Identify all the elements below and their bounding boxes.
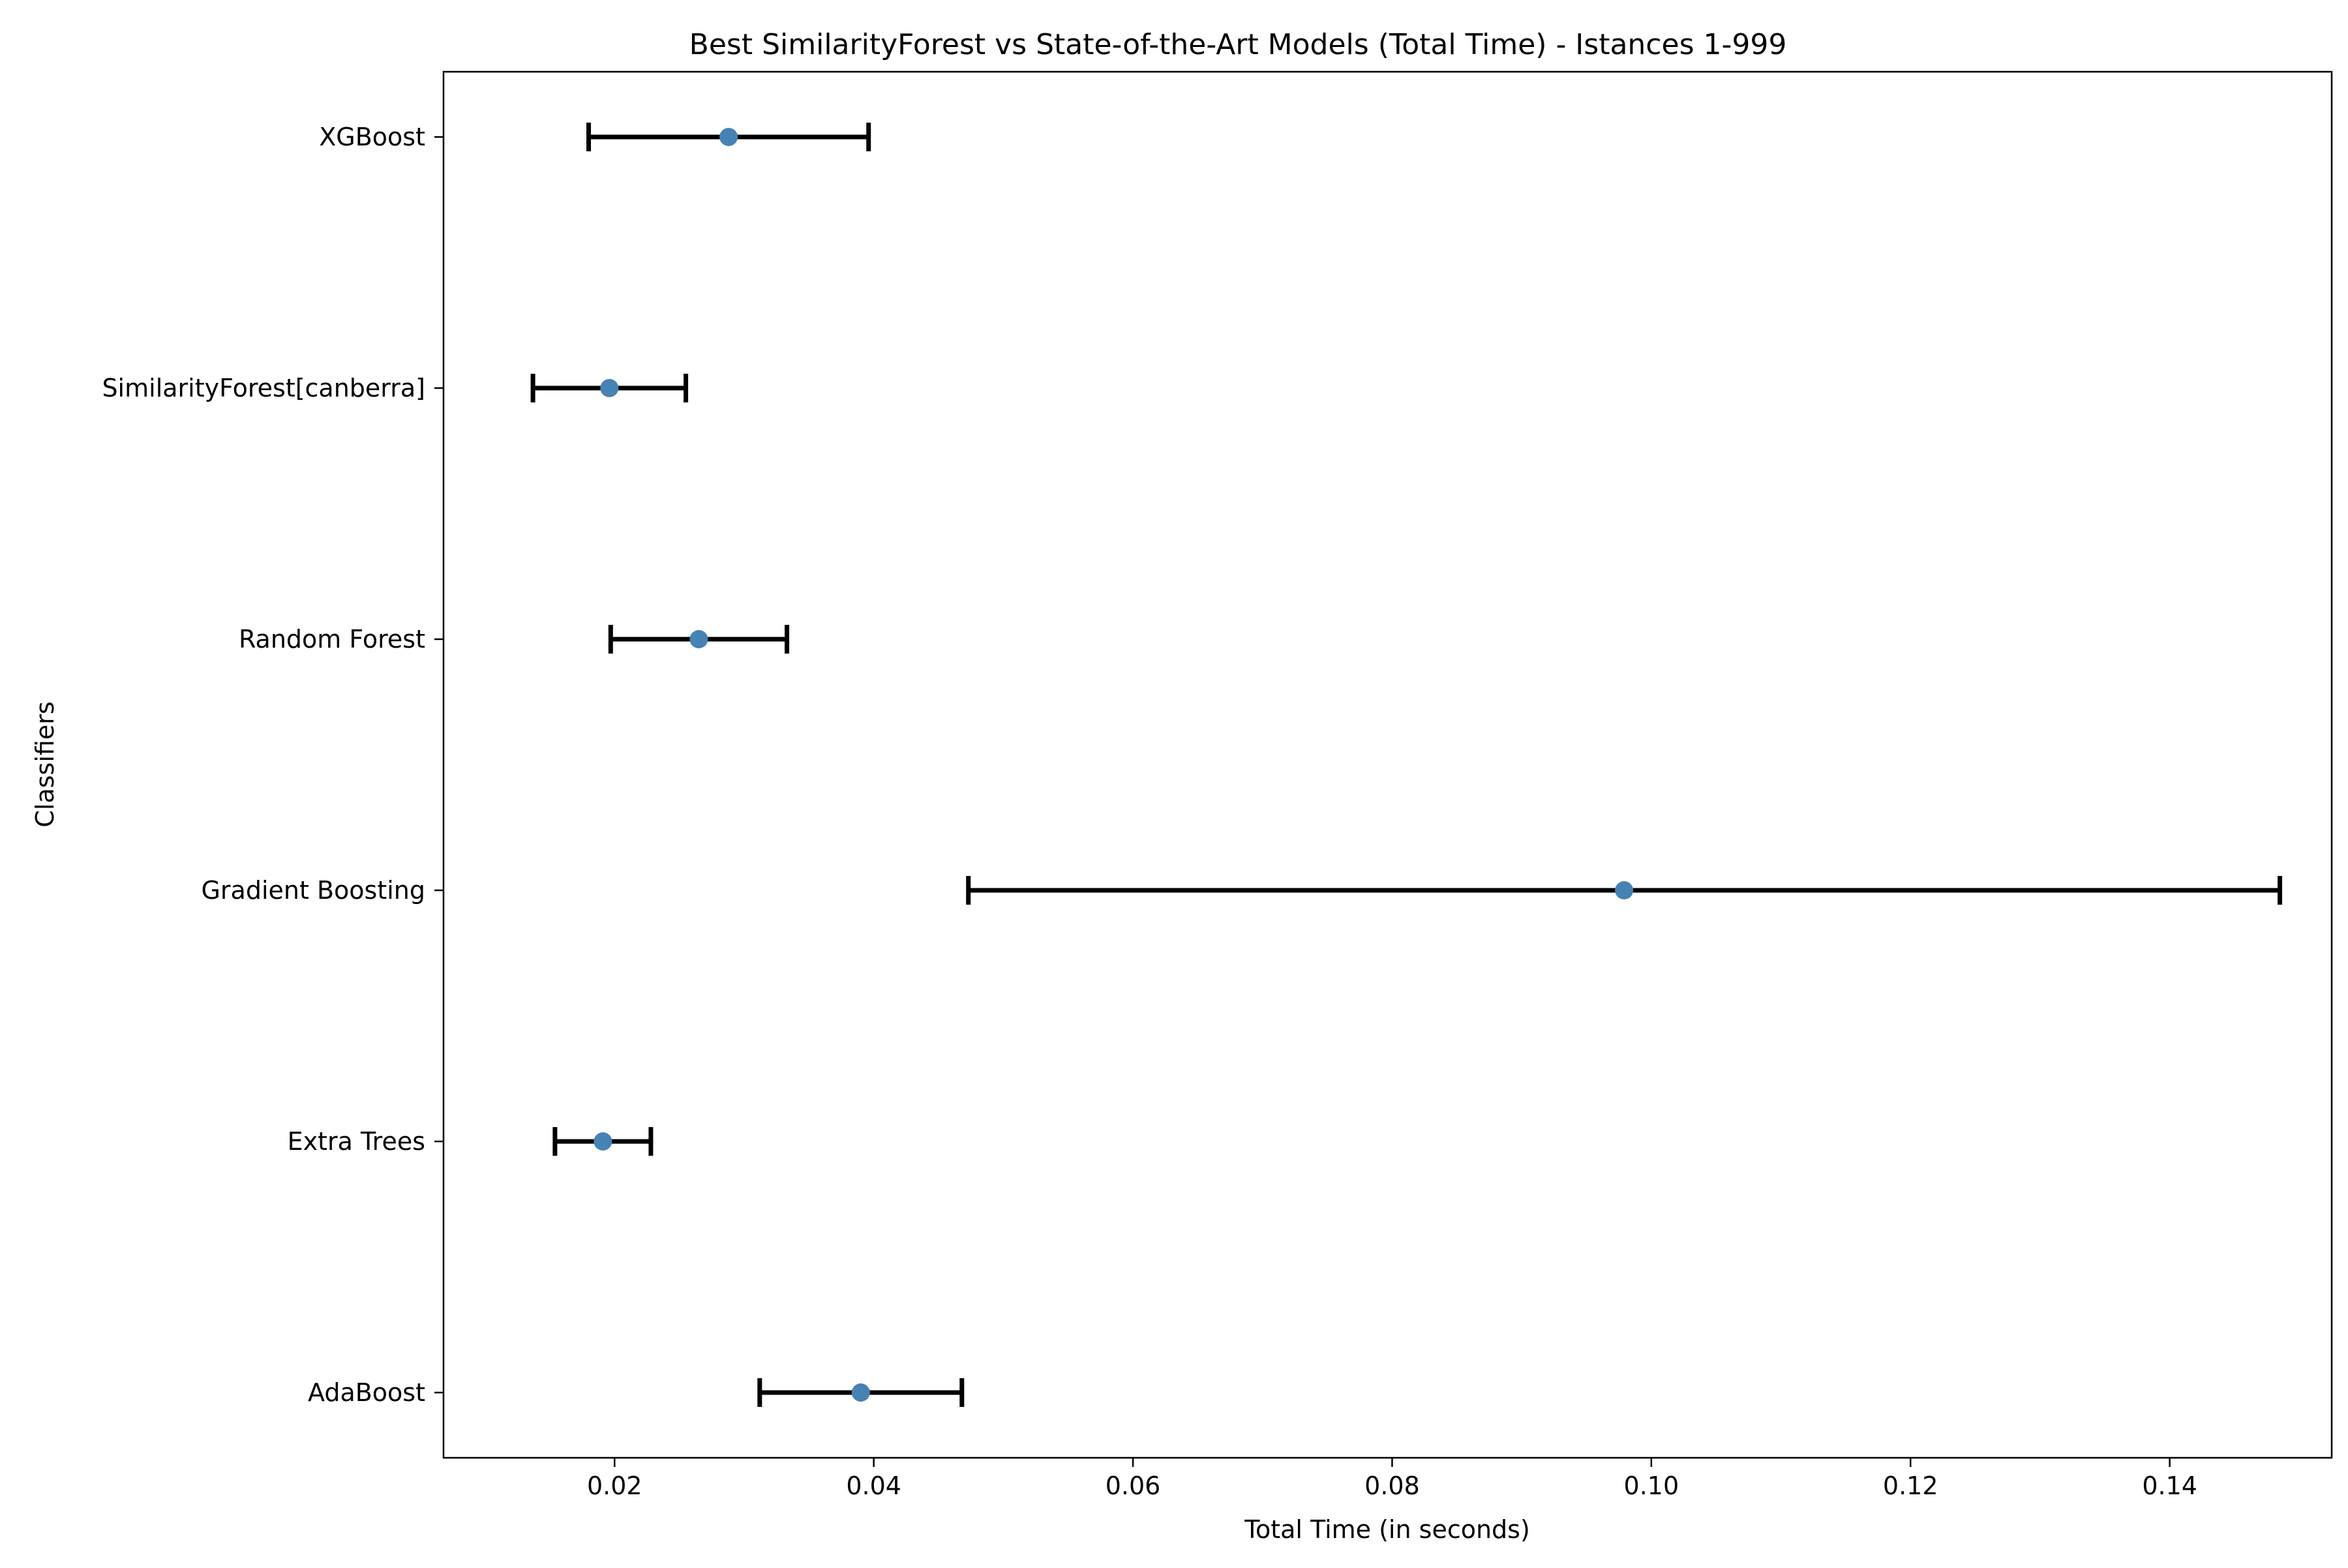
y-tick-label: Extra Trees bbox=[288, 1127, 425, 1156]
plot-area bbox=[530, 123, 2283, 1407]
y-axis-label: Classifiers bbox=[31, 701, 59, 827]
plot-frame bbox=[442, 70, 2333, 1459]
x-tick-label: 0.10 bbox=[1624, 1471, 1679, 1500]
errorbar-series-point bbox=[530, 374, 689, 402]
y-tick-label: XGBoost bbox=[319, 123, 425, 151]
errorbar-series-point bbox=[552, 1127, 654, 1156]
x-tick-label: 0.04 bbox=[846, 1471, 901, 1500]
data-point-marker bbox=[594, 1132, 612, 1151]
data-point-marker bbox=[719, 128, 738, 146]
errorbar-series-point bbox=[586, 123, 871, 151]
x-axis: 0.02 0.04 0.06 0.08 0.10 0.12 0.14 bbox=[587, 1458, 2197, 1500]
data-point-marker bbox=[600, 379, 619, 397]
errorbar-series-point bbox=[966, 876, 2283, 905]
y-axis: AdaBoost Extra Trees Gradient Boosting Rand… bbox=[102, 123, 444, 1407]
x-axis-label: Total Time (in seconds) bbox=[1244, 1515, 1530, 1544]
data-point-marker bbox=[689, 630, 708, 648]
y-tick-label: SimilarityForest[canberra] bbox=[102, 374, 425, 402]
x-tick-label: 0.02 bbox=[587, 1471, 642, 1500]
data-point-marker bbox=[851, 1383, 870, 1402]
chart-title: Best SimilarityForest vs State-of-the-Ar… bbox=[689, 28, 1787, 61]
data-point-marker bbox=[1615, 881, 1634, 899]
y-tick-label: Random Forest bbox=[239, 625, 425, 654]
x-tick-label: 0.08 bbox=[1364, 1471, 1420, 1500]
y-tick-label: Gradient Boosting bbox=[201, 876, 425, 905]
errorbar-series-point bbox=[757, 1378, 965, 1407]
x-tick-label: 0.14 bbox=[2142, 1471, 2197, 1500]
y-tick-label: AdaBoost bbox=[308, 1378, 425, 1407]
x-tick-label: 0.06 bbox=[1106, 1471, 1161, 1500]
x-tick-label: 0.12 bbox=[1883, 1471, 1938, 1500]
errorbar-series-point bbox=[608, 625, 790, 654]
